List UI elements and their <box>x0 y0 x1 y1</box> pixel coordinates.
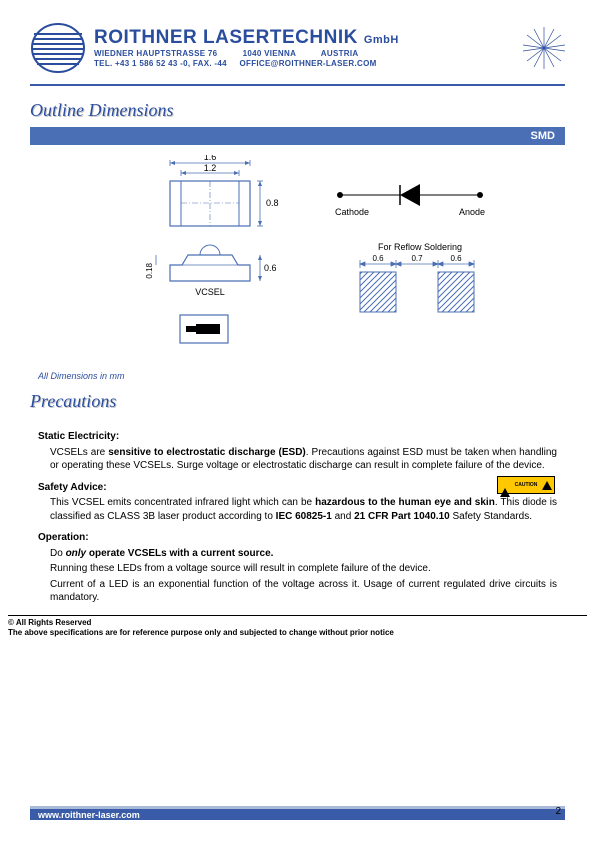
page-number: 2 <box>555 806 561 817</box>
section-bar: SMD <box>30 127 565 145</box>
safety-heading: Safety Advice: <box>38 481 557 495</box>
reflow-title: For Reflow Soldering <box>378 242 462 252</box>
outline-diagram: 1.6 1.2 0.8 <box>30 155 565 365</box>
dim-1p6: 1.6 <box>204 155 217 162</box>
reflow-d3: 0.6 <box>450 254 462 263</box>
anode-label: Anode <box>459 207 485 217</box>
addr-street: WIEDNER HAUPTSTRASSE 76 <box>94 49 217 58</box>
company-header: ROITHNER LASERTECHNIK GmbH WIEDNER HAUPT… <box>30 20 565 86</box>
reflow-d1: 0.6 <box>372 254 384 263</box>
addr-tel: TEL. +43 1 586 52 43 -0, FAX. -44 <box>94 59 227 68</box>
dim-0p8: 0.8 <box>266 198 279 208</box>
addr-city: 1040 VIENNA <box>243 49 296 58</box>
addr-email: OFFICE@ROITHNER-LASER.COM <box>239 59 376 68</box>
section-title-outline: Outline Dimensions <box>30 100 565 121</box>
bar-label-smd: SMD <box>531 130 555 142</box>
static-text: VCSELs are sensitive to electrostatic di… <box>50 446 557 473</box>
starburst-icon <box>523 27 565 69</box>
op-line-3: Current of a LED is an exponential funct… <box>50 578 557 605</box>
dimensions-note: All Dimensions in mm <box>38 371 565 381</box>
disclaimer: The above specifications are for referen… <box>8 628 587 638</box>
dim-0p6: 0.6 <box>264 263 277 273</box>
cathode-label: Cathode <box>335 207 369 217</box>
logo-icon <box>30 20 86 76</box>
company-suffix: GmbH <box>364 34 399 46</box>
addr-country: AUSTRIA <box>321 49 359 58</box>
operation-heading: Operation: <box>38 531 557 545</box>
precautions-block: Static Electricity: VCSELs are sensitive… <box>30 418 565 605</box>
vcsel-label: VCSEL <box>195 287 225 297</box>
company-name: ROITHNER LASERTECHNIK <box>94 27 358 49</box>
safety-text: This VCSEL emits concentrated infrared l… <box>50 496 557 523</box>
dim-0p18: 0.18 <box>145 262 154 278</box>
dim-1p2: 1.2 <box>204 163 217 173</box>
copyright: © All Rights Reserved <box>8 618 587 628</box>
op-line-2: Running these LEDs from a voltage source… <box>50 562 557 576</box>
op-line-1: Do only operate VCSELs with a current so… <box>50 547 557 561</box>
static-heading: Static Electricity: <box>38 430 557 444</box>
footer-url: www.roithner-laser.com <box>38 810 140 820</box>
reflow-d2: 0.7 <box>411 254 423 263</box>
section-title-precautions: Precautions <box>30 391 565 412</box>
page-footer: www.roithner-laser.com 2 <box>0 806 595 820</box>
esd-caution-icon: CAUTION <box>497 476 555 494</box>
footer-reserved: © All Rights Reserved The above specific… <box>8 615 587 639</box>
